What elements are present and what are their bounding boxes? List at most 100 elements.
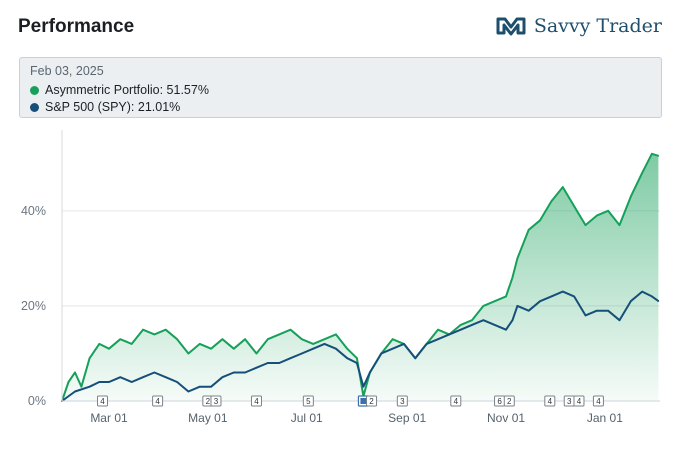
series-point-0 xyxy=(459,324,462,326)
series-point-1 xyxy=(539,300,541,302)
event-marker-label: 5 xyxy=(306,397,311,406)
series-point-1 xyxy=(380,352,383,355)
series-point-0 xyxy=(356,357,358,360)
event-marker[interactable]: 4 xyxy=(544,395,556,407)
event-marker[interactable]: 3 xyxy=(563,395,575,407)
series-line-1[interactable] xyxy=(61,290,659,402)
x-tick-label: Nov 01 xyxy=(487,411,525,425)
series-point-1 xyxy=(505,328,507,331)
x-tick-label: Jan 01 xyxy=(587,411,623,425)
series-point-0 xyxy=(88,357,91,360)
series-point-1 xyxy=(657,300,660,302)
event-marker[interactable]: 5 xyxy=(302,395,314,407)
x-tick-label: Sep 01 xyxy=(388,411,426,425)
series-point-0 xyxy=(108,347,110,350)
y-tick-label: 20% xyxy=(21,299,46,313)
series-point-1 xyxy=(244,371,246,374)
series-point-1 xyxy=(425,343,428,345)
series-point-1 xyxy=(630,300,632,302)
event-marker[interactable]: 4 xyxy=(97,395,109,407)
event-marker[interactable]: 3 xyxy=(210,395,222,407)
series-point-0 xyxy=(187,352,190,355)
series-point-1 xyxy=(511,319,514,321)
series-point-0 xyxy=(471,319,473,321)
x-tick-label: Mar 01 xyxy=(90,411,128,425)
series-area-0 xyxy=(62,153,659,401)
event-marker-label: 2 xyxy=(206,397,211,406)
brand-logo[interactable]: Savvy Trader xyxy=(496,15,662,37)
event-marker[interactable]: 4 xyxy=(592,395,604,407)
series-point-0 xyxy=(641,171,643,174)
series-point-1 xyxy=(641,290,643,293)
chart-area-layer xyxy=(62,153,659,401)
series-point-1 xyxy=(356,362,358,364)
chart-tooltip: Feb 03, 2025 Asymmetric Portfolio: 51.57… xyxy=(19,57,662,118)
series-point-0 xyxy=(527,229,530,231)
page-title: Performance xyxy=(18,16,135,37)
tooltip-row-spy: S&P 500 (SPY): 21.01% xyxy=(30,100,651,114)
event-marker[interactable]: 4 xyxy=(450,395,462,407)
event-marker[interactable]: 2 xyxy=(503,395,515,407)
series-point-1 xyxy=(221,376,224,379)
series-point-1 xyxy=(493,324,496,326)
series-point-1 xyxy=(119,376,122,379)
event-marker-box xyxy=(302,395,314,407)
series-point-0 xyxy=(289,328,292,331)
series-point-0 xyxy=(142,328,144,331)
series-point-1 xyxy=(346,357,349,360)
series-point-0 xyxy=(301,338,303,340)
series-point-0 xyxy=(630,195,632,198)
series-point-0 xyxy=(550,200,553,203)
series-point-1 xyxy=(607,309,609,312)
event-marker-label: 4 xyxy=(454,397,459,406)
event-marker[interactable]: 4 xyxy=(152,395,164,407)
series-point-1 xyxy=(267,362,269,364)
series-point-0 xyxy=(130,343,133,345)
event-marker[interactable]: 4 xyxy=(250,395,262,407)
portfolio-legend-dot xyxy=(30,85,39,95)
series-point-1 xyxy=(471,324,473,326)
event-marker[interactable]: 6 xyxy=(494,395,506,407)
series-point-0 xyxy=(516,257,519,260)
event-marker[interactable]: 2 xyxy=(366,395,378,407)
event-marker-label: 4 xyxy=(596,397,601,406)
event-marker[interactable]: 3 xyxy=(396,395,408,407)
series-point-1 xyxy=(482,319,485,321)
series-point-0 xyxy=(98,343,101,345)
series-point-0 xyxy=(255,352,258,355)
series-point-0 xyxy=(335,333,337,336)
event-marker-label: 4 xyxy=(100,397,105,406)
series-point-0 xyxy=(657,155,660,157)
series-point-0 xyxy=(346,347,349,350)
tooltip-date: Feb 03, 2025 xyxy=(30,64,104,78)
event-marker-box xyxy=(450,395,462,407)
series-point-1 xyxy=(516,305,519,307)
event-marker[interactable]: 4 xyxy=(573,395,585,407)
event-marker-box xyxy=(366,395,378,407)
series-point-1 xyxy=(187,390,190,393)
event-marker-label: 2 xyxy=(369,397,374,406)
series-point-1 xyxy=(323,343,326,345)
series-point-1 xyxy=(335,347,337,350)
series-point-1 xyxy=(561,290,564,293)
event-marker-label: 4 xyxy=(577,397,582,406)
series-point-1 xyxy=(595,309,598,312)
event-marker-label: 6 xyxy=(497,397,502,406)
series-point-1 xyxy=(74,390,76,393)
series-point-0 xyxy=(323,338,326,340)
series-point-1 xyxy=(527,309,530,312)
chart-line-layer xyxy=(61,152,660,402)
event-marker-label: 3 xyxy=(567,397,572,406)
series-point-1 xyxy=(255,366,258,369)
series-point-1 xyxy=(108,381,110,383)
event-marker-box xyxy=(503,395,515,407)
event-marker-label: 4 xyxy=(155,397,160,406)
series-point-0 xyxy=(573,205,575,207)
series-point-0 xyxy=(584,224,587,226)
series-point-0 xyxy=(312,343,314,345)
series-point-0 xyxy=(221,338,224,340)
tooltip-row-portfolio: Asymmetric Portfolio: 51.57% xyxy=(30,83,651,97)
event-marker-box xyxy=(152,395,164,407)
